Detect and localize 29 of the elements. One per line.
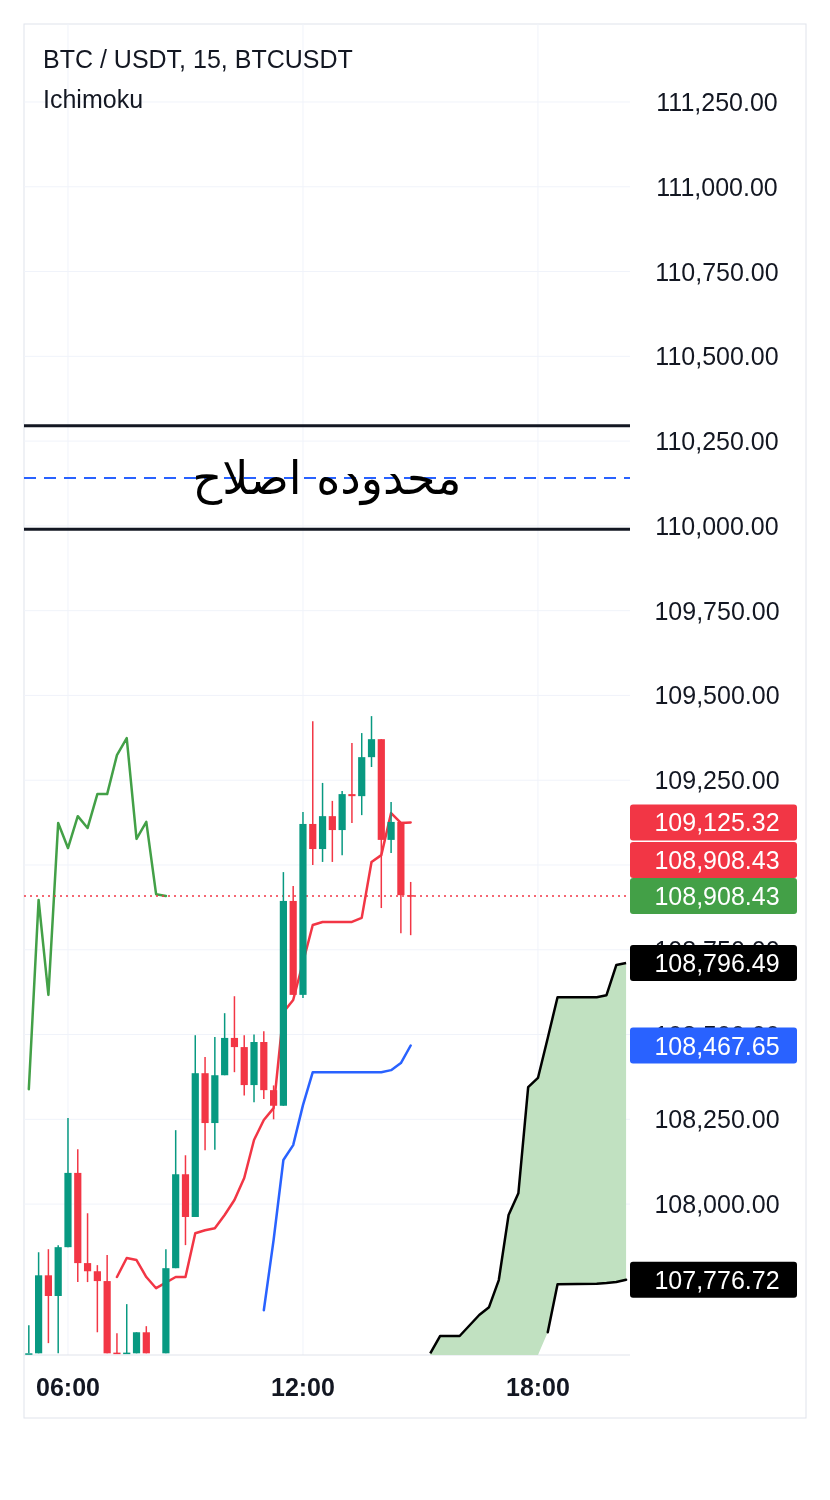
candlestick: [83, 1212, 92, 1283]
candlestick: [25, 1324, 33, 1355]
title: BTC / USDT, 15, BTCUSDT: [43, 45, 353, 73]
candlestick: [93, 1264, 101, 1334]
subtitle: Ichimoku: [43, 85, 144, 113]
y-tick-label: 109,250.00: [654, 766, 780, 795]
y-tick-label: 111,000.00: [656, 172, 778, 201]
candlestick: [230, 995, 239, 1073]
y-tick-label: 109,500.00: [654, 681, 780, 710]
x-tick-label: 06:00: [36, 1373, 100, 1401]
candlestick: [328, 800, 336, 863]
x-tick-label: 18:00: [506, 1373, 570, 1401]
candlestick: [348, 742, 356, 824]
candlestick: [367, 715, 376, 768]
y-tick-label: 108,250.00: [654, 1105, 780, 1134]
candlestick: [44, 1248, 52, 1344]
candlestick: [387, 801, 395, 854]
y-tick-label: 108,000.00: [654, 1190, 780, 1219]
candlestick: [142, 1325, 150, 1355]
y-tick-label: 111,250.00: [656, 88, 778, 116]
annotation: 107,776.72: [654, 1265, 780, 1294]
x-tick-label: 12:00: [271, 1373, 335, 1401]
candlestick: [407, 881, 415, 936]
y-tick-label: 110,250.00: [655, 427, 779, 456]
candlestick: [270, 1084, 278, 1121]
y-tick-label: 110,000.00: [655, 511, 779, 540]
y-tick-label: 110,500.00: [655, 342, 779, 371]
y-tick-label: 110,750.00: [655, 257, 779, 286]
y-tick-label: 109,750.00: [654, 596, 780, 625]
